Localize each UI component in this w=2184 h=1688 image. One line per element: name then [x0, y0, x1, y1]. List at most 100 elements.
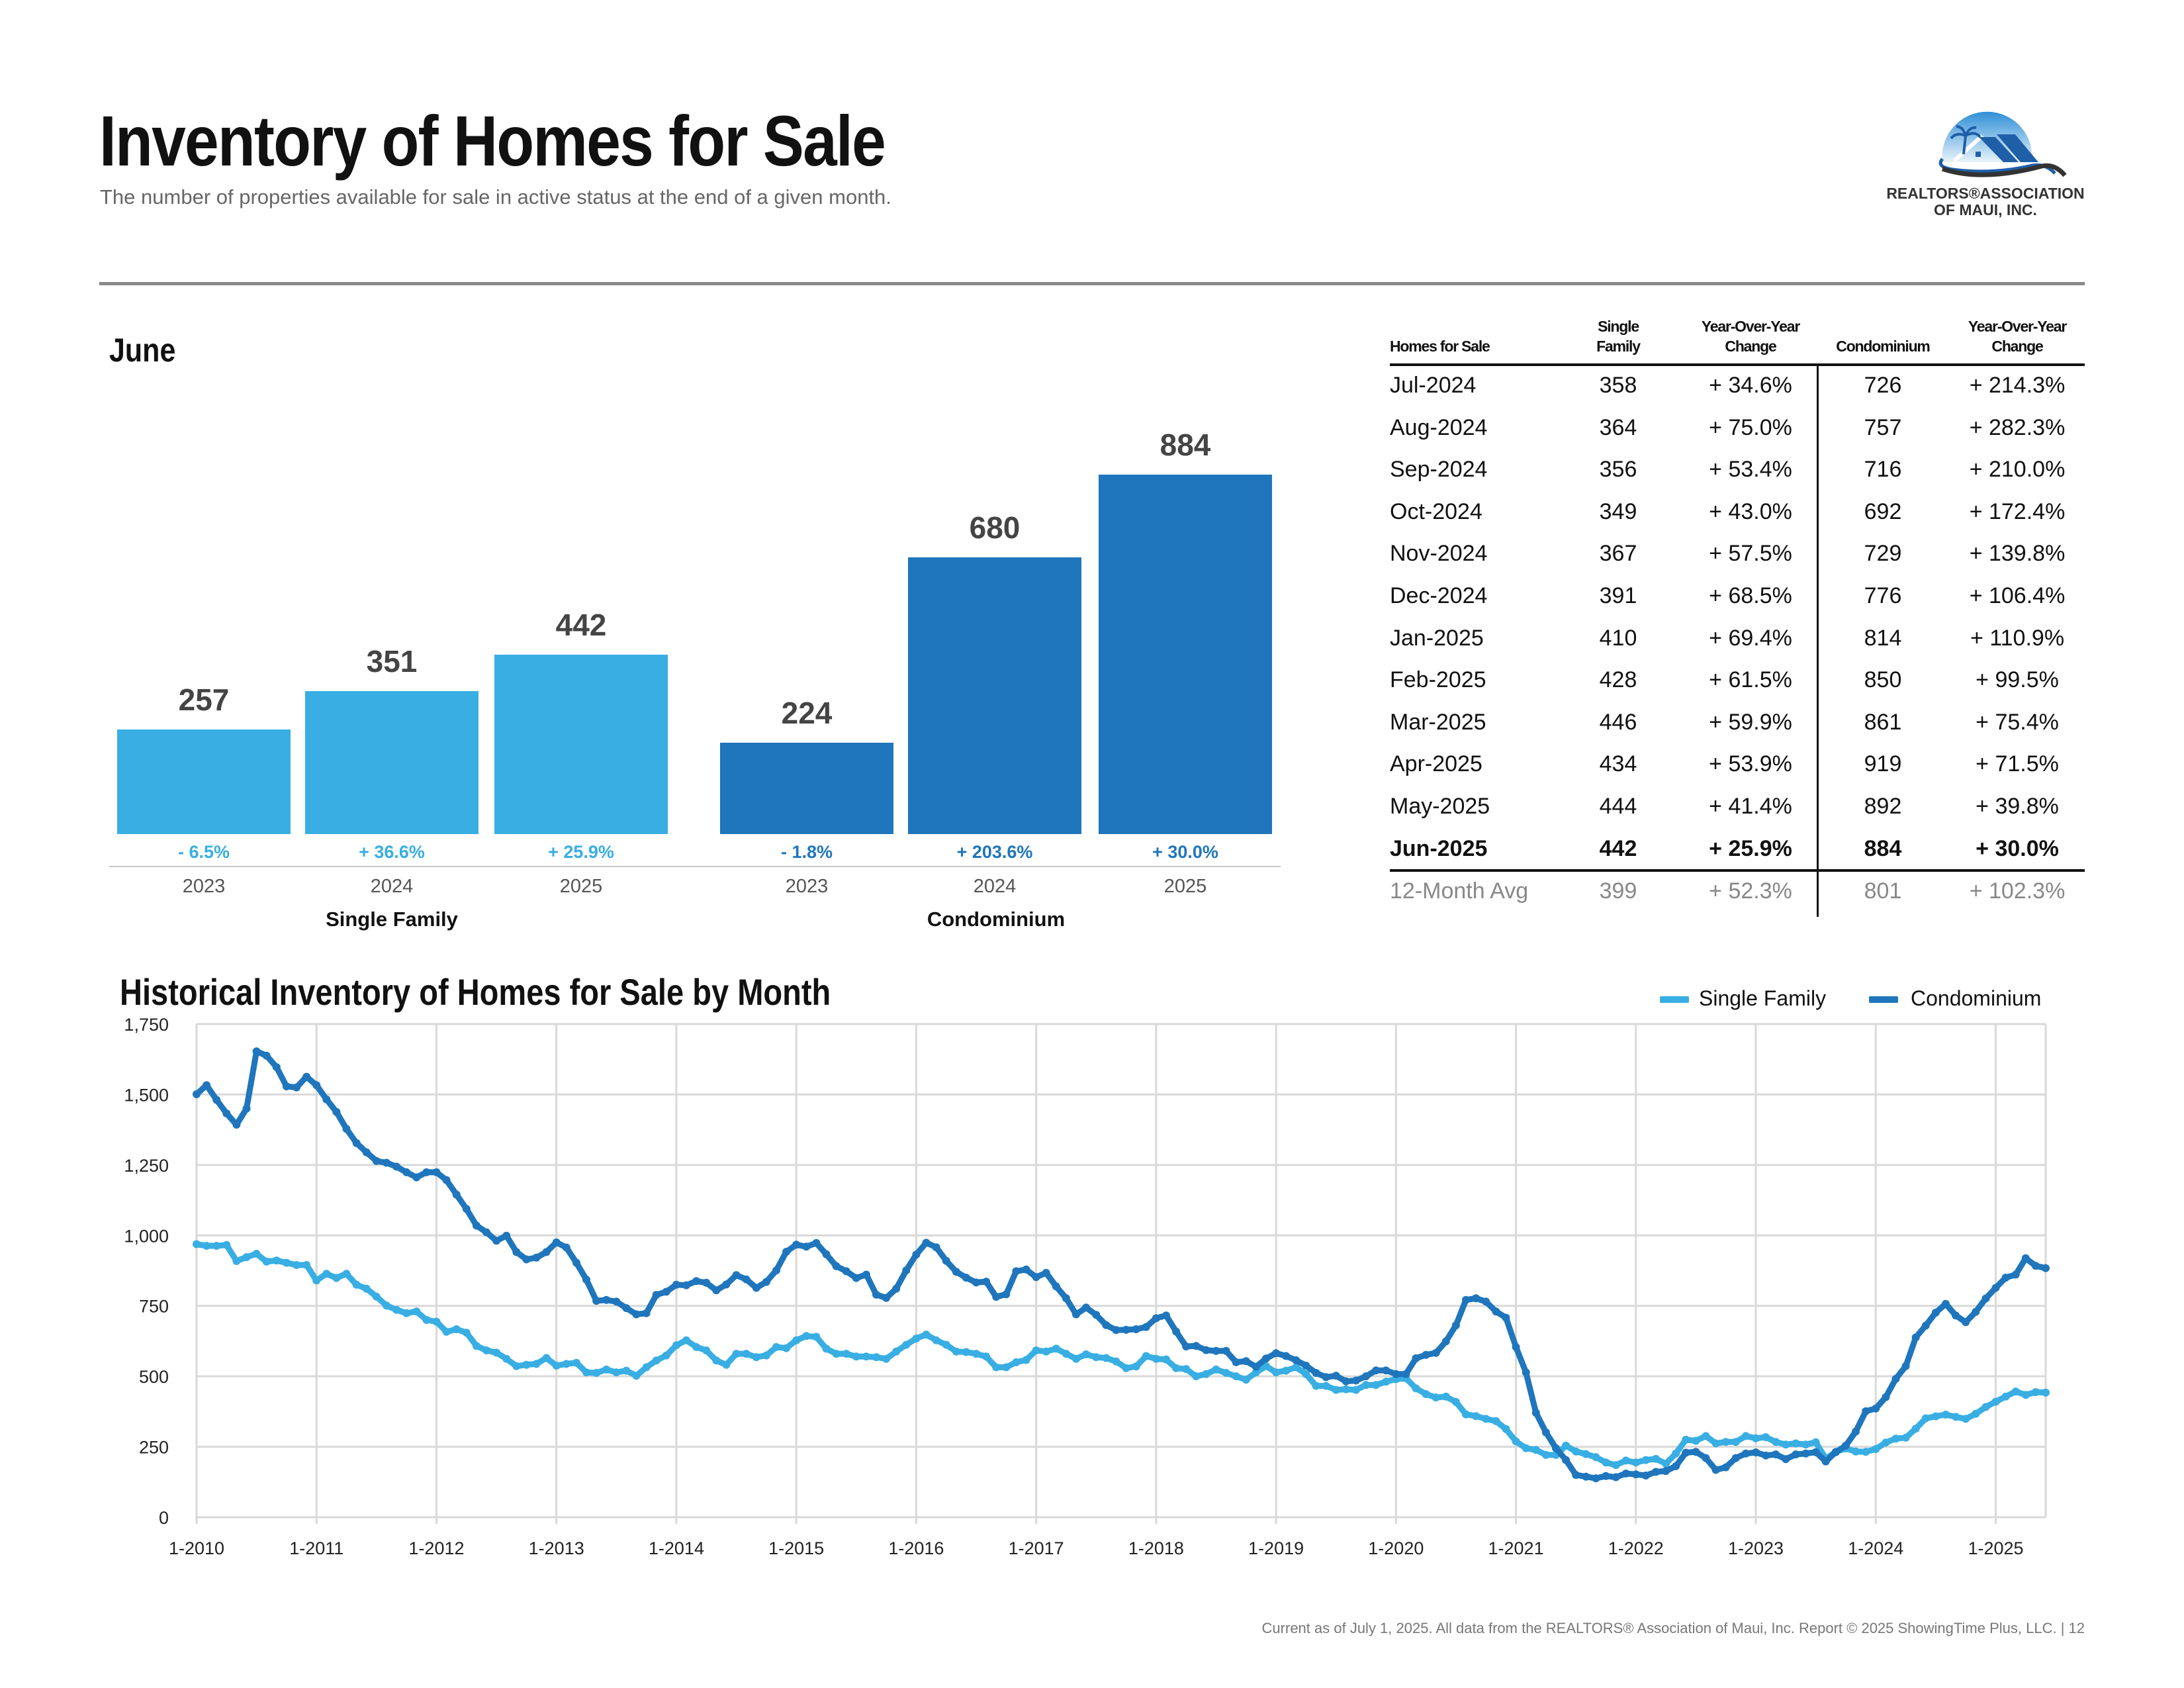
- bar-chart-title: June: [109, 332, 176, 369]
- data-point: [1222, 1369, 1230, 1377]
- x-tick-label: 1-2011: [289, 1538, 343, 1558]
- data-point: [652, 1291, 660, 1299]
- data-point: [262, 1051, 271, 1060]
- bar-value-label: 442: [555, 607, 607, 642]
- bar-year-label: 2023: [182, 876, 226, 897]
- data-point: [1022, 1265, 1030, 1274]
- data-point: [1372, 1366, 1381, 1375]
- data-point: [1382, 1366, 1390, 1375]
- data-point: [1672, 1449, 1680, 1458]
- data-point: [1462, 1410, 1470, 1419]
- data-point: [1772, 1438, 1780, 1446]
- data-point: [1322, 1373, 1330, 1382]
- data-point: [1811, 1448, 1820, 1456]
- data-point: [362, 1284, 371, 1293]
- data-point: [1621, 1470, 1630, 1477]
- table-average-row-cell: 12-Month Avg: [1390, 878, 1529, 904]
- data-point: [722, 1360, 731, 1369]
- data-point: [1092, 1311, 1101, 1319]
- data-point: [203, 1242, 211, 1250]
- data-point: [522, 1255, 531, 1264]
- bar-condominium-2023: [720, 743, 893, 834]
- data-point: [902, 1340, 911, 1349]
- data-point: [1882, 1438, 1890, 1447]
- bar-change-label: + 36.6%: [359, 842, 425, 862]
- data-point: [262, 1257, 271, 1266]
- data-point: [952, 1347, 960, 1356]
- data-point: [872, 1290, 880, 1299]
- data-point: [802, 1243, 811, 1251]
- table-row-cell: 692: [1864, 498, 1902, 524]
- data-point: [1901, 1362, 1910, 1370]
- bar-condominium-2024: [908, 557, 1081, 834]
- series-single-family: [193, 1240, 2050, 1470]
- table-header: Condominium: [1836, 338, 1931, 355]
- data-point: [942, 1340, 950, 1349]
- data-point: [1272, 1349, 1281, 1358]
- data-point: [1711, 1466, 1720, 1474]
- data-point: [1572, 1471, 1580, 1479]
- bar-year-label: 2024: [370, 876, 414, 897]
- table-row-cell: + 39.8%: [1976, 794, 2059, 819]
- data-point: [1522, 1368, 1530, 1377]
- realtors-association-logo: REALTORS®ASSOCIATION OF MAUI, INC.: [1876, 96, 2095, 228]
- data-point: [1192, 1342, 1201, 1350]
- data-point: [1032, 1346, 1040, 1354]
- data-point: [622, 1366, 631, 1375]
- data-point: [1741, 1449, 1750, 1458]
- data-point: [1262, 1354, 1270, 1363]
- line-chart-title: Historical Inventory of Homes for Sale b…: [120, 971, 831, 1013]
- x-tick-label: 1-2010: [169, 1538, 224, 1558]
- data-point: [1282, 1352, 1291, 1360]
- data-point: [712, 1356, 721, 1365]
- data-point: [1882, 1393, 1890, 1401]
- data-point: [1251, 1362, 1260, 1371]
- data-point: [1472, 1412, 1480, 1421]
- data-point: [432, 1317, 441, 1326]
- data-point: [1232, 1372, 1240, 1381]
- data-point: [862, 1352, 870, 1361]
- data-point: [1112, 1326, 1120, 1335]
- data-point: [212, 1242, 221, 1250]
- table-row-cell: Jan-2025: [1390, 625, 1484, 651]
- data-point: [842, 1267, 850, 1276]
- data-point: [792, 1241, 801, 1249]
- table-row-cell: + 75.0%: [1709, 414, 1792, 440]
- data-point: [372, 1156, 381, 1165]
- data-point: [432, 1168, 441, 1176]
- x-tick-label: 1-2019: [1248, 1538, 1304, 1558]
- data-point: [1441, 1337, 1450, 1346]
- data-point: [1202, 1370, 1210, 1378]
- data-point: [352, 1280, 361, 1289]
- data-point: [482, 1346, 490, 1354]
- data-point: [252, 1047, 261, 1056]
- data-point: [1692, 1436, 1700, 1445]
- data-point: [1862, 1448, 1870, 1456]
- data-point: [1512, 1437, 1520, 1446]
- table-row-cell: 446: [1599, 709, 1637, 735]
- data-point: [342, 1270, 351, 1278]
- data-point: [1152, 1354, 1160, 1363]
- data-point: [742, 1350, 751, 1358]
- data-point: [422, 1168, 431, 1176]
- data-point: [1942, 1299, 1950, 1308]
- data-point: [1522, 1444, 1530, 1452]
- table-row-cell: Dec-2024: [1390, 583, 1488, 608]
- data-point: [1312, 1369, 1320, 1377]
- data-point: [1621, 1456, 1630, 1465]
- data-point: [952, 1268, 960, 1276]
- data-point: [1022, 1356, 1030, 1364]
- data-point: [1752, 1448, 1760, 1457]
- data-point: [1342, 1377, 1350, 1385]
- data-point: [1482, 1415, 1490, 1423]
- data-point: [1142, 1323, 1150, 1331]
- data-point: [992, 1293, 1001, 1301]
- data-point: [1182, 1365, 1191, 1374]
- data-point: [1032, 1273, 1040, 1282]
- data-point: [472, 1342, 480, 1350]
- data-point: [2021, 1391, 2030, 1399]
- data-point: [922, 1331, 931, 1339]
- data-point: [1792, 1439, 1800, 1448]
- table-row-cell: + 282.3%: [1969, 414, 2066, 440]
- logo-text-line2: OF MAUI, INC.: [1934, 201, 2037, 218]
